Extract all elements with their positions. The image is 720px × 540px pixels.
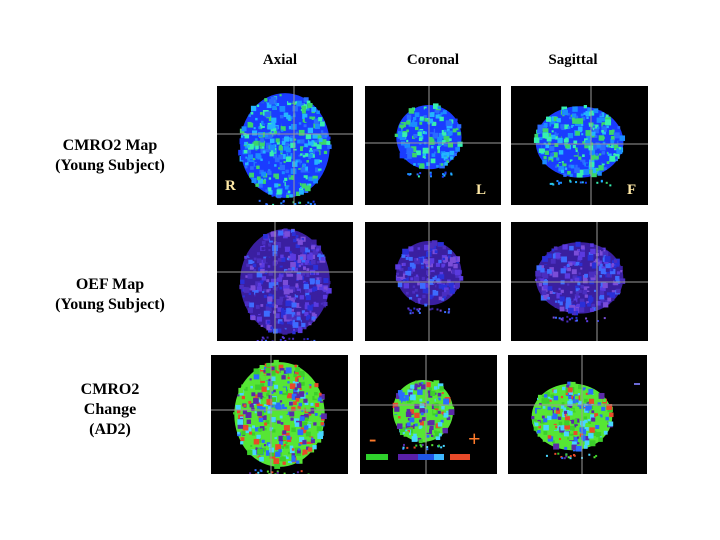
orientation-label-front: F bbox=[627, 182, 637, 198]
panel-cmro2-axial: R bbox=[217, 86, 353, 205]
colorbar-segment-red bbox=[450, 454, 470, 460]
brain-slice-image bbox=[365, 222, 501, 341]
brain-slice-image bbox=[511, 222, 648, 341]
brain-slice-image bbox=[360, 355, 497, 474]
row-label-line-2: (AD2) bbox=[89, 421, 131, 438]
colorbar-segment-green bbox=[366, 454, 388, 460]
brain-slice-image bbox=[365, 86, 501, 205]
row-label-line-1: CMRO2 Change bbox=[80, 381, 140, 418]
brain-slice-image bbox=[217, 86, 353, 205]
brain-slice-image bbox=[217, 222, 353, 341]
colorbar bbox=[366, 454, 470, 460]
brain-slice-image bbox=[508, 355, 647, 474]
colorbar-segment-cyan bbox=[434, 454, 444, 460]
row-label-oef-map: OEF Map (Young Subject) bbox=[10, 275, 210, 315]
orientation-label-left: L bbox=[476, 182, 487, 198]
panel-cmro2-sagittal: F bbox=[511, 86, 648, 205]
colorbar-gap bbox=[388, 454, 398, 460]
marker-dash bbox=[634, 383, 640, 385]
row-label-cmro2-map: CMRO2 Map (Young Subject) bbox=[10, 136, 210, 176]
row-label-cmro2-change: CMRO2 Change (AD2) bbox=[55, 380, 165, 440]
panel-oef-sagittal bbox=[511, 222, 648, 341]
column-header-axial: Axial bbox=[262, 52, 298, 68]
colorbar-segment-blue bbox=[418, 454, 434, 460]
row-label-line-2: (Young Subject) bbox=[55, 157, 165, 174]
panel-oef-axial bbox=[217, 222, 353, 341]
orientation-label-right: R bbox=[225, 178, 236, 194]
panel-cmro2-coronal: L bbox=[365, 86, 501, 205]
panel-change-sagittal bbox=[508, 355, 647, 474]
brain-slice-image bbox=[211, 355, 348, 474]
colorbar-plus-label: + bbox=[468, 426, 481, 451]
row-label-line-1: CMRO2 Map bbox=[62, 137, 158, 154]
column-header-coronal: Coronal bbox=[406, 52, 460, 68]
panel-change-axial bbox=[211, 355, 348, 474]
row-label-line-2: (Young Subject) bbox=[55, 296, 165, 313]
colorbar-segment-purple bbox=[398, 454, 418, 460]
brain-slice-image bbox=[511, 86, 648, 205]
colorbar-minus-label: - bbox=[369, 426, 377, 451]
column-header-sagittal: Sagittal bbox=[548, 52, 598, 68]
row-label-line-1: OEF Map bbox=[75, 276, 145, 293]
panel-oef-coronal bbox=[365, 222, 501, 341]
